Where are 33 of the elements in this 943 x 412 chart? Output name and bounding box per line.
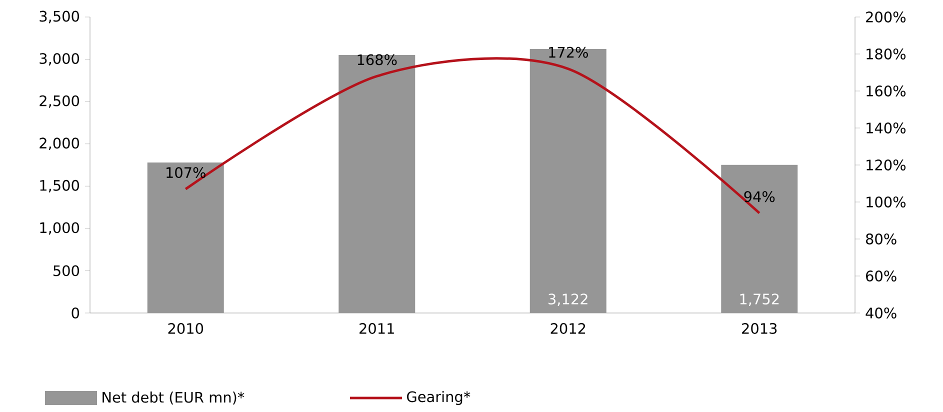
y2-tick-label: 40% <box>866 308 896 318</box>
bar <box>721 164 798 313</box>
y-tick-label: 0 <box>72 308 80 318</box>
y-tick-label: 1,500 <box>40 180 80 192</box>
bar <box>530 48 606 313</box>
x-tick-label: 2011 <box>360 323 394 334</box>
x-tick-label: 2010 <box>168 323 204 334</box>
legend-label: Net debt (EUR mn)* <box>102 392 244 404</box>
y-tick-label: 3,500 <box>40 10 80 24</box>
y2-tick-label: 140% <box>866 122 906 134</box>
data-label: 1,752 <box>740 294 779 306</box>
y-tick-label: 500 <box>54 265 80 276</box>
y-tick-label: 2,500 <box>40 95 80 108</box>
bar <box>338 55 416 313</box>
data-label: 3,122 <box>548 294 588 306</box>
y2-tick-label: 160% <box>866 86 906 96</box>
y2-tick-label: 120% <box>866 160 906 170</box>
y2-tick-label: 100% <box>866 196 906 208</box>
x-tick-label: 2012 <box>550 323 586 334</box>
y2-tick-label: 60% <box>866 270 896 282</box>
data-label: 172% <box>549 46 588 58</box>
y-tick-label: 2,000 <box>40 138 80 150</box>
data-label: 168% <box>358 54 397 66</box>
data-label: 107% <box>166 167 206 178</box>
y2-tick-label: 180% <box>866 48 906 60</box>
legend-label: Gearing* <box>407 391 470 405</box>
y2-tick-label: 200% <box>866 12 906 22</box>
bar <box>147 162 224 313</box>
y-tick-label: 1,000 <box>40 222 80 235</box>
y-tick-label: 3,000 <box>40 53 80 66</box>
data-label: 94% <box>744 191 775 202</box>
y2-tick-label: 80% <box>866 234 896 244</box>
x-tick-label: 2013 <box>742 323 777 334</box>
